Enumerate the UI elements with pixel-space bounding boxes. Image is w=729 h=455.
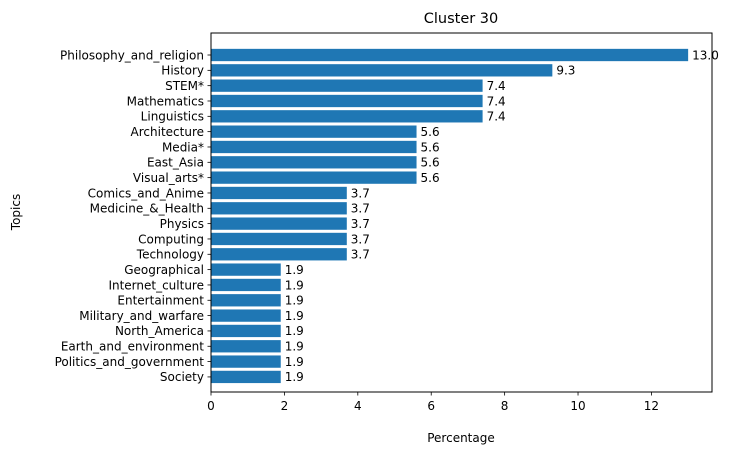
y-tick-label: East_Asia [147, 156, 204, 170]
y-tick-label: Internet_culture [108, 278, 204, 292]
x-tick-label: 6 [427, 399, 435, 413]
bar [211, 309, 281, 322]
bar-value-label: 7.4 [487, 110, 506, 124]
value-labels: 13.09.37.47.47.45.65.65.65.63.73.73.73.7… [285, 48, 719, 384]
plot-frame [210, 32, 713, 393]
bar-value-label: 1.9 [285, 294, 304, 308]
y-tick-label: Society [160, 370, 204, 384]
bar-value-label: 1.9 [285, 340, 304, 354]
y-tick-label: History [161, 64, 204, 78]
bar-value-label: 5.6 [421, 125, 440, 139]
bar [211, 340, 281, 353]
bar-value-label: 1.9 [285, 370, 304, 384]
bar-value-label: 1.9 [285, 309, 304, 323]
bar-value-label: 3.7 [351, 202, 370, 216]
y-tick-label: Comics_and_Anime [88, 186, 204, 200]
x-tick-label: 4 [354, 399, 362, 413]
y-tick-label: Media* [162, 140, 204, 154]
y-tick-label: Earth_and_environment [61, 340, 204, 354]
y-tick-label: STEM* [165, 79, 204, 93]
y-tick-label: Architecture [131, 125, 204, 139]
x-tick-label: 10 [570, 399, 585, 413]
bars [211, 48, 689, 384]
bar-value-label: 1.9 [285, 355, 304, 369]
bar-value-label: 7.4 [487, 79, 506, 93]
bar [211, 94, 483, 108]
x-axis-ticks: 0 2 4 6 8 10 12 [207, 392, 659, 413]
bar-value-label: 3.7 [351, 232, 370, 246]
y-tick-label: Medicine_&_Health [90, 202, 204, 216]
bar [211, 278, 281, 292]
x-tick-label: 0 [207, 399, 215, 413]
x-tick-label: 12 [644, 399, 659, 413]
bar-value-label: 1.9 [285, 263, 304, 277]
bar-value-label: 7.4 [487, 94, 506, 108]
bar [211, 48, 689, 62]
bar [211, 324, 281, 338]
y-tick-label: Philosophy_and_religion [60, 48, 204, 62]
bar [211, 186, 347, 200]
y-tick-label: Linguistics [141, 110, 204, 124]
y-tick-label: Physics [160, 217, 204, 231]
bar-value-label: 1.9 [285, 324, 304, 338]
bar-value-label: 3.7 [351, 248, 370, 262]
bar-value-label: 1.9 [285, 278, 304, 292]
y-tick-label: Geographical [124, 263, 204, 277]
x-tick-label: 8 [501, 399, 509, 413]
bar-value-label: 5.6 [421, 140, 440, 154]
bar [211, 355, 281, 368]
bar [211, 248, 347, 261]
y-tick-label: Computing [138, 232, 204, 246]
y-tick-label: North_America [115, 324, 204, 338]
y-tick-label: Entertainment [117, 294, 204, 308]
bar [211, 156, 417, 169]
bar [211, 232, 347, 246]
bar [211, 171, 417, 184]
bar [211, 64, 553, 77]
bar-value-label: 3.7 [351, 186, 370, 200]
y-tick-label: Military_and_warfare [79, 309, 204, 323]
chart-title: Cluster 30 [424, 11, 499, 27]
y-axis-ticks: Philosophy_and_religion HistorySTEM*Mathe… [55, 48, 211, 384]
x-tick-label: 2 [281, 399, 289, 413]
y-tick-label: Visual_arts* [133, 171, 204, 185]
y-tick-label: Technology [136, 248, 204, 262]
y-axis-label: Topics [9, 194, 23, 231]
bar [211, 294, 281, 307]
bar [211, 79, 483, 92]
bar [211, 370, 281, 384]
bar-value-label: 13.0 [692, 48, 719, 62]
y-tick-label: Mathematics [127, 94, 204, 108]
bar-value-label: 9.3 [556, 64, 575, 78]
bar [211, 202, 347, 215]
bar-value-label: 5.6 [421, 171, 440, 185]
bar-value-label: 5.6 [421, 156, 440, 170]
bar [211, 217, 347, 230]
bar-value-label: 3.7 [351, 217, 370, 231]
bar [211, 140, 417, 154]
bar [211, 263, 281, 276]
bar [211, 125, 417, 138]
bar [211, 110, 483, 123]
x-axis-label: Percentage [427, 431, 495, 445]
y-tick-label: Politics_and_government [55, 355, 205, 369]
